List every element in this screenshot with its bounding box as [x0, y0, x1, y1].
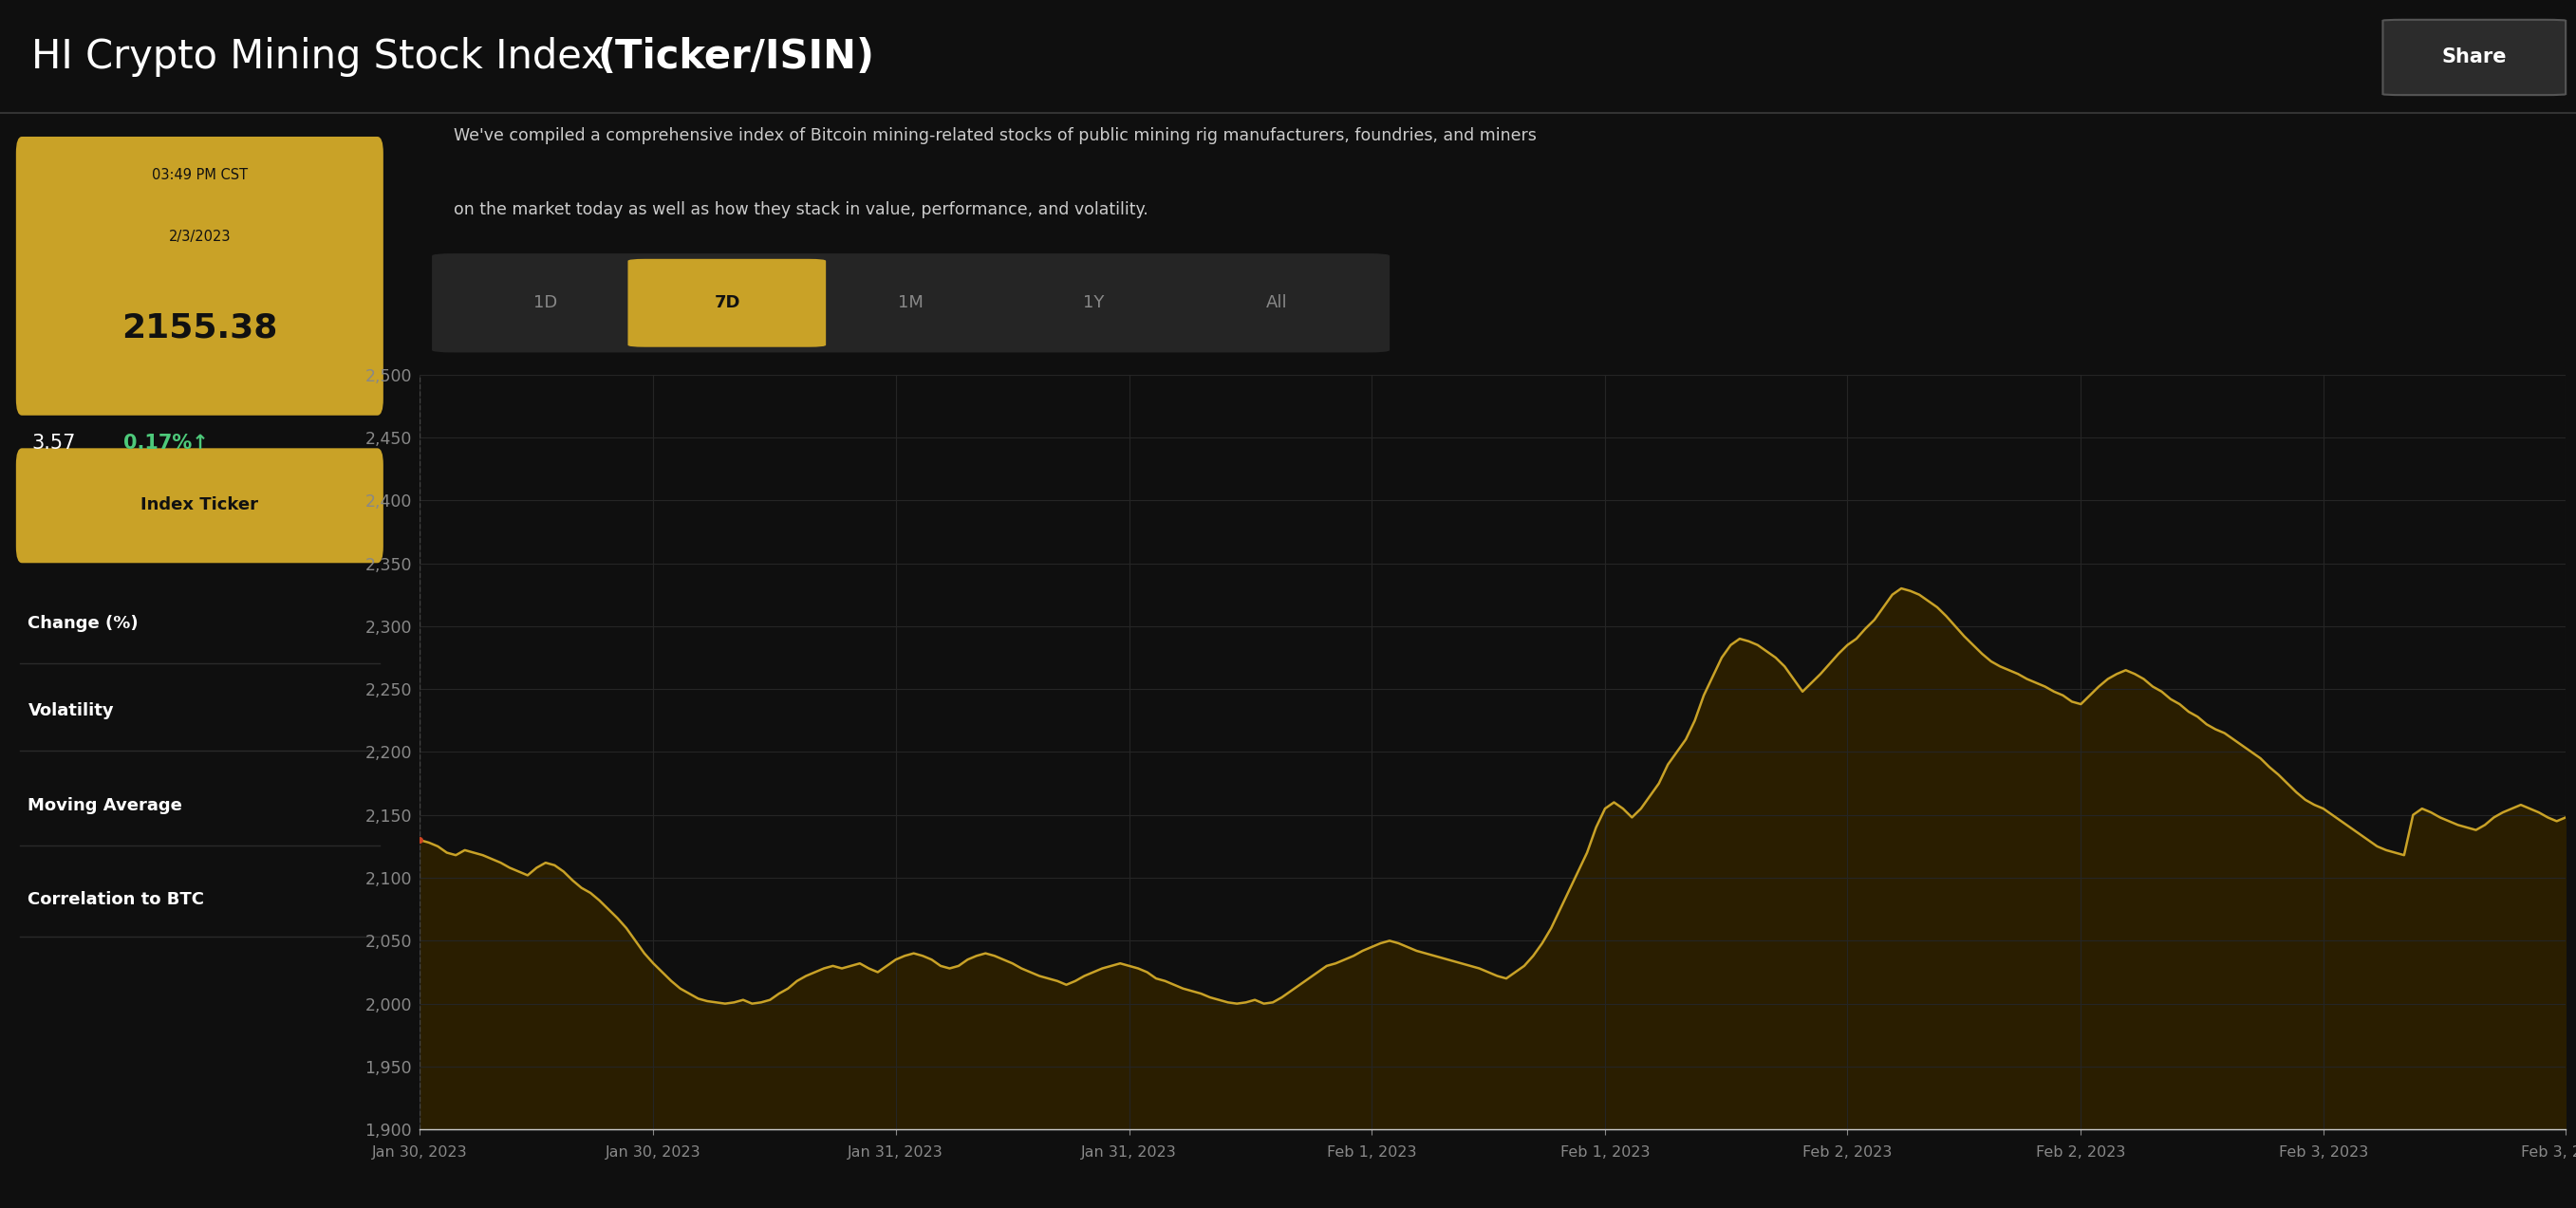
Text: Moving Average: Moving Average	[28, 797, 183, 814]
FancyBboxPatch shape	[629, 259, 827, 347]
Text: 1M: 1M	[899, 295, 925, 312]
Text: Change (%): Change (%)	[28, 615, 139, 632]
FancyBboxPatch shape	[433, 254, 1388, 353]
Text: All: All	[1265, 295, 1288, 312]
Text: on the market today as well as how they stack in value, performance, and volatil: on the market today as well as how they …	[453, 202, 1149, 219]
FancyBboxPatch shape	[15, 448, 384, 563]
Text: Correlation to BTC: Correlation to BTC	[28, 892, 204, 908]
Text: Share: Share	[2442, 48, 2506, 66]
FancyBboxPatch shape	[2383, 19, 2566, 95]
Text: (Ticker/ISIN): (Ticker/ISIN)	[598, 37, 876, 77]
Text: Index Ticker: Index Ticker	[142, 496, 258, 513]
Text: Volatility: Volatility	[28, 702, 113, 719]
Text: 1Y: 1Y	[1082, 295, 1105, 312]
Text: 3.57: 3.57	[31, 434, 75, 452]
Text: 2/3/2023: 2/3/2023	[167, 230, 232, 244]
Text: 1D: 1D	[533, 295, 556, 312]
Text: 7D: 7D	[716, 295, 742, 312]
Text: 2155.38: 2155.38	[121, 312, 278, 344]
Text: 0.17%↑: 0.17%↑	[124, 434, 209, 452]
Text: We've compiled a comprehensive index of Bitcoin mining-related stocks of public : We've compiled a comprehensive index of …	[453, 127, 1535, 144]
Text: 03:49 PM CST: 03:49 PM CST	[152, 168, 247, 182]
FancyBboxPatch shape	[15, 137, 384, 416]
Text: HI Crypto Mining Stock Index: HI Crypto Mining Stock Index	[31, 37, 616, 77]
